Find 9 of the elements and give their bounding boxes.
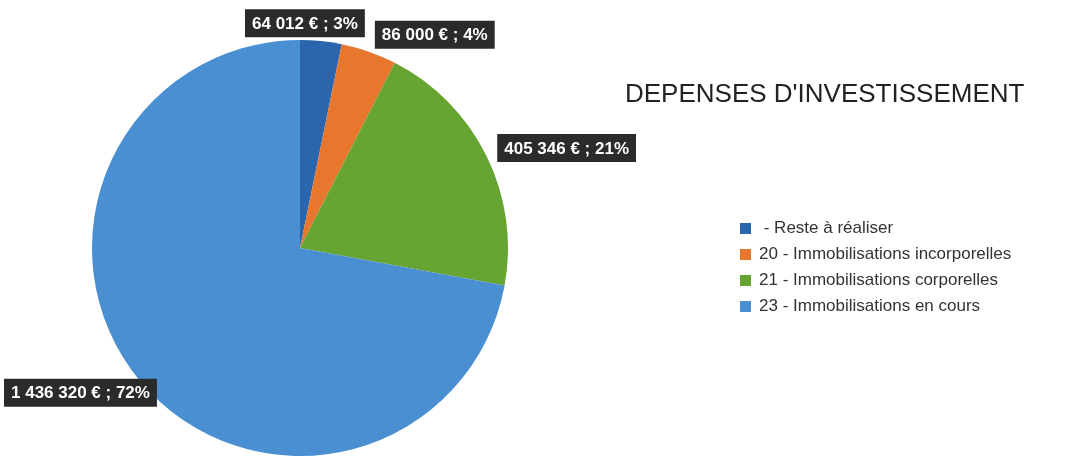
data-label: 86 000 € ; 4% (381, 25, 488, 45)
legend-label: - Reste à réaliser (762, 218, 894, 238)
text: DEPENSES D'INVESTISSEMENT (625, 78, 1025, 109)
data-label: 405 346 € ; 21% (504, 138, 629, 158)
legend-label: 20 - Immobilisations incorporelles (759, 244, 1012, 264)
legend-label: 23 - Immobilisations en cours (759, 296, 981, 316)
legend-label: 21 - Immobilisations corporelles (759, 270, 999, 290)
data-label: 1 436 320 € ; 72% (11, 383, 150, 403)
data-label: 64 012 € ; 3% (252, 13, 358, 33)
